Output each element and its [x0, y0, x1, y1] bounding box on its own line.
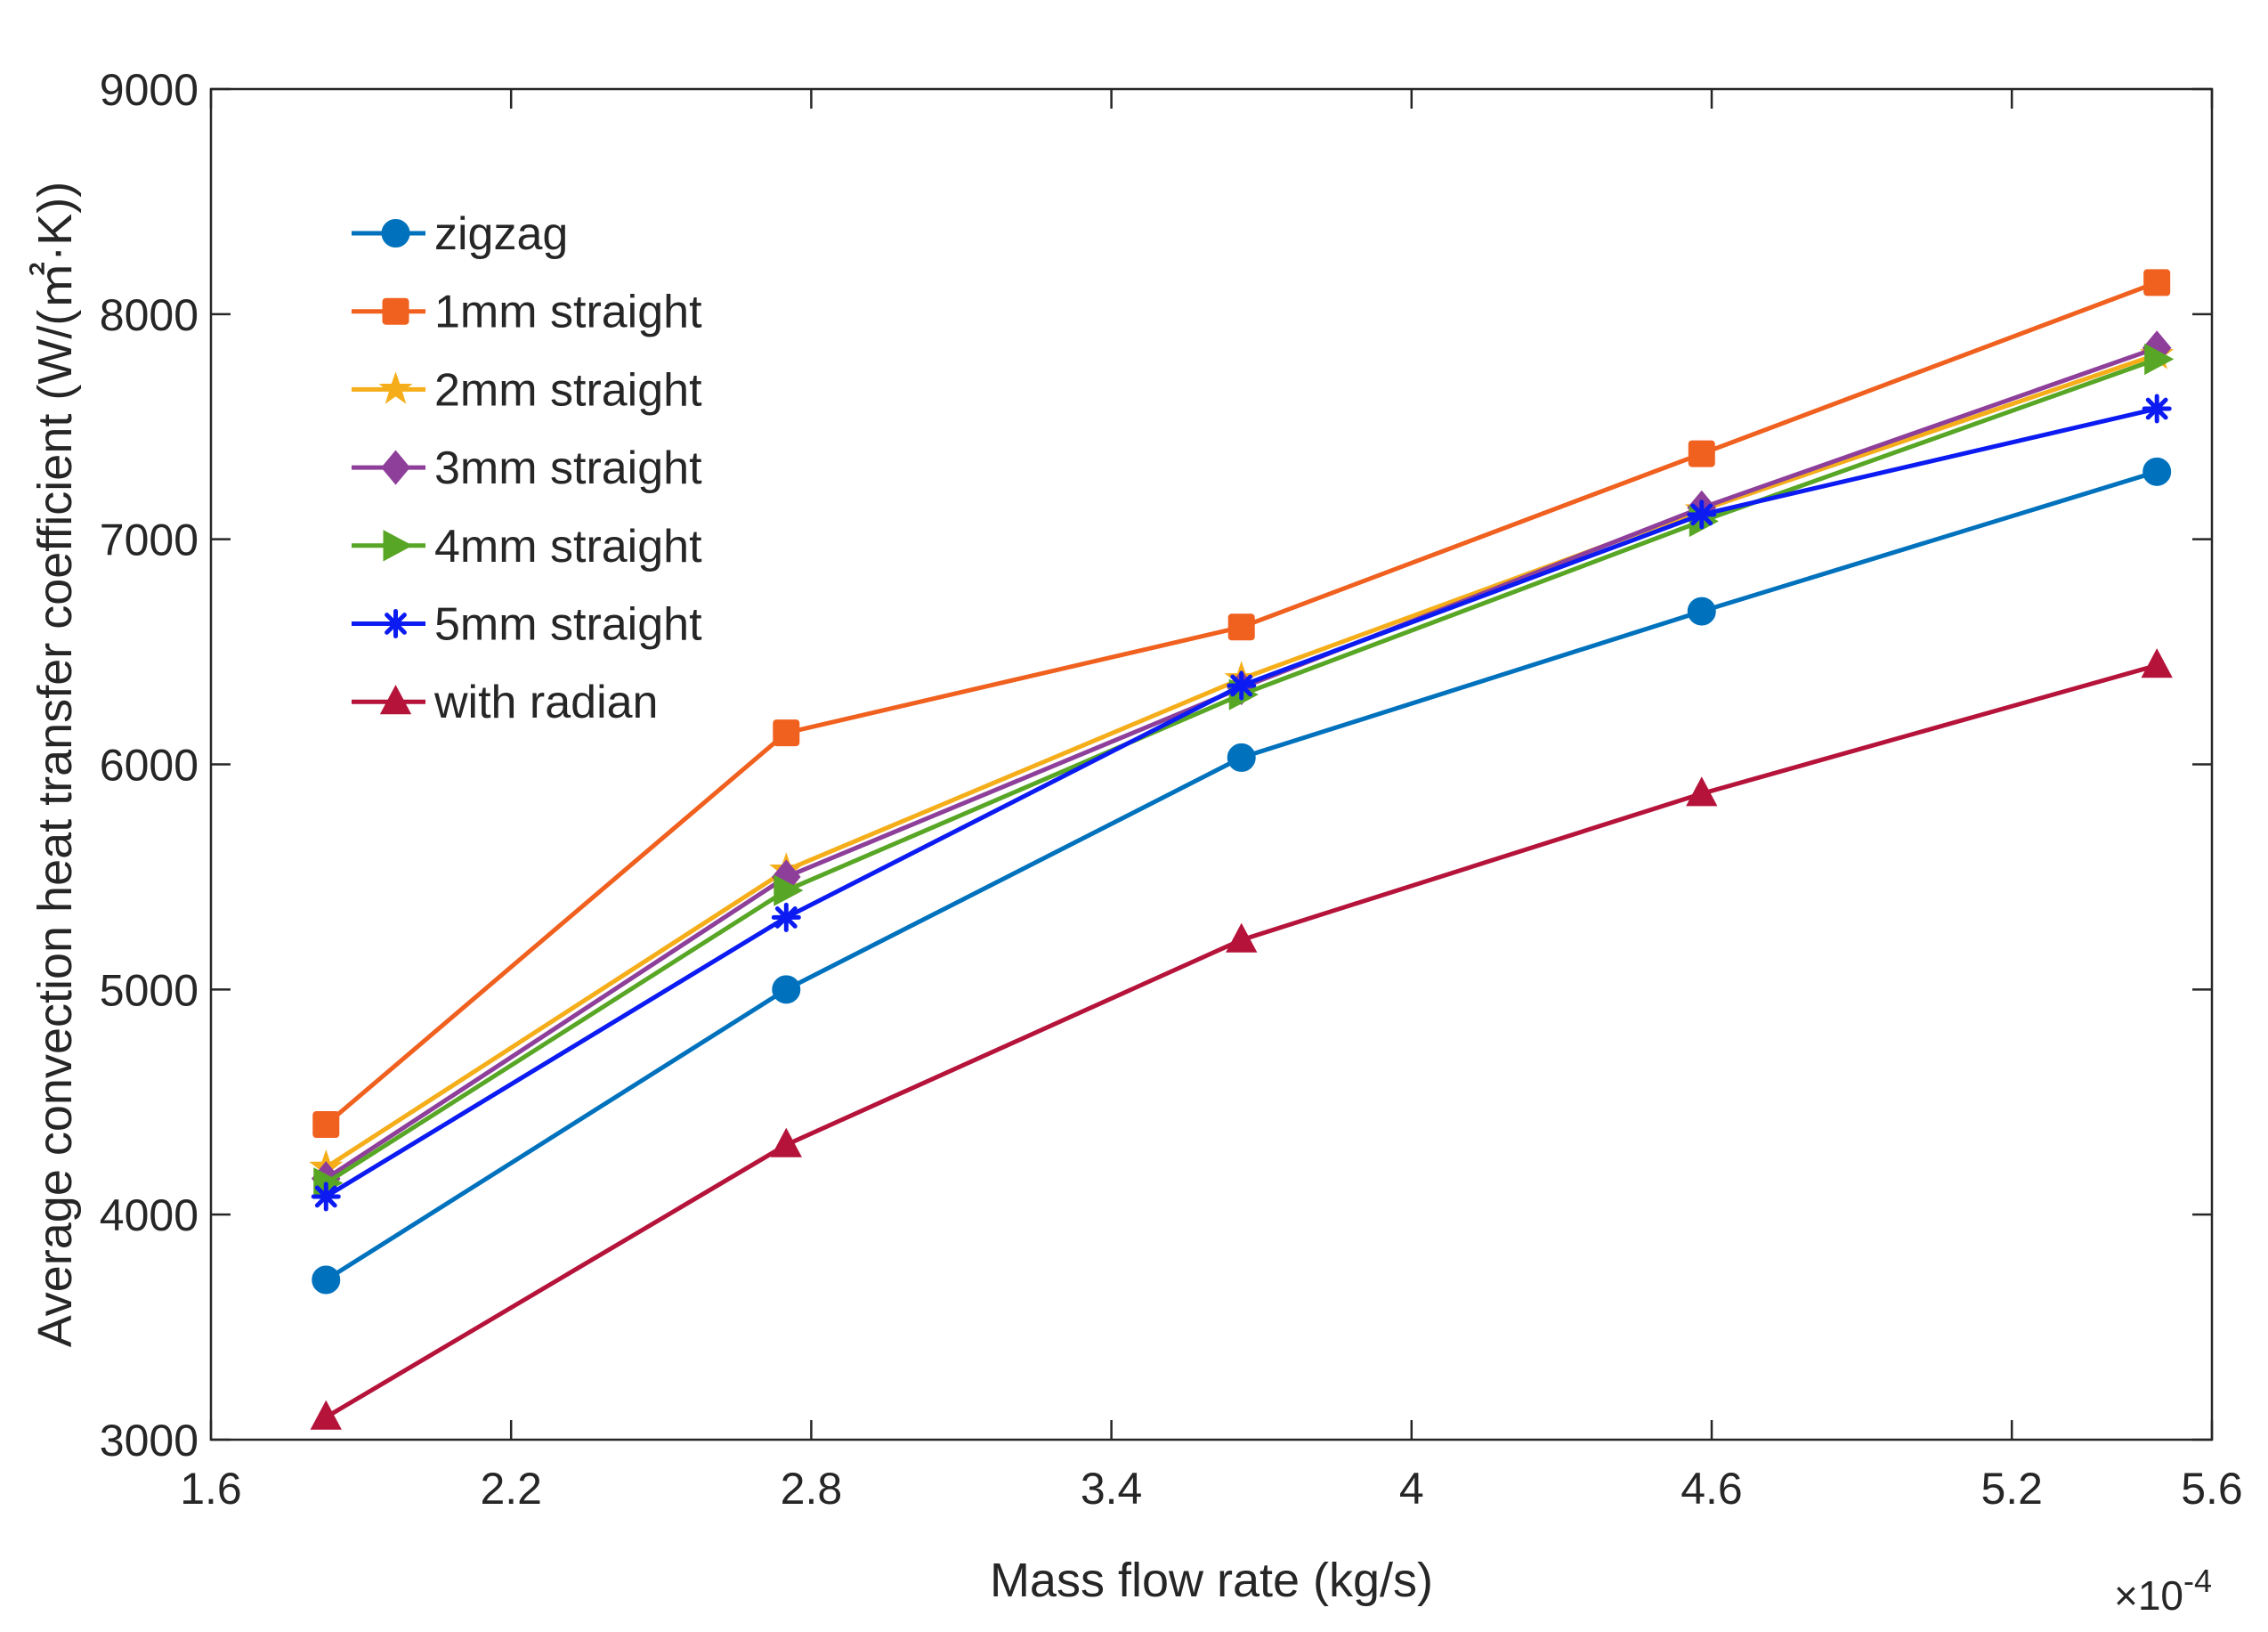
legend-marker: [381, 609, 410, 638]
legend-entry: zigzag: [352, 208, 568, 260]
x-tick-label: 2.8: [781, 1464, 843, 1514]
legend-label: 3mm straight: [434, 443, 702, 494]
y-tick-label: 5000: [100, 965, 198, 1015]
y-tick-label: 9000: [100, 65, 198, 115]
x-tick-label: 4.6: [1681, 1464, 1743, 1514]
legend-label: 5mm straight: [434, 599, 702, 651]
legend-marker-stroke: [385, 613, 407, 635]
axis-ticks: 1.6 2.2 2.8 3.4 4 4.6 5.2 5.6 3000 4000 5000 6000 70…: [100, 65, 2243, 1514]
legend-label: 2mm straight: [434, 364, 702, 416]
legend-label: 4mm straight: [434, 521, 702, 572]
data-point: [1688, 440, 1715, 467]
data-point-stroke: [2145, 397, 2168, 420]
y-tick-label: 7000: [100, 516, 198, 565]
data-point-stroke: [1230, 674, 1253, 697]
x-exponent-power: -4: [2183, 1563, 2212, 1599]
data-point: [311, 1181, 341, 1212]
legend-marker: [381, 450, 410, 485]
data-point: [2144, 343, 2175, 376]
x-tick-label: 4: [1399, 1464, 1424, 1514]
series-1mm-straight: [312, 269, 2171, 1139]
x-tick-label: 2.2: [480, 1464, 542, 1514]
data-point: [310, 1400, 342, 1430]
x-tick-label: 3.4: [1081, 1464, 1143, 1514]
legend-label: 1mm straight: [434, 287, 702, 338]
legend-label: with radian: [433, 677, 658, 728]
legend-marker: [383, 530, 413, 562]
data-point: [2141, 648, 2173, 678]
data-point: [1227, 613, 1255, 641]
x-tick-label: 5.2: [1980, 1464, 2043, 1514]
legend-entry: with radian: [352, 677, 658, 728]
data-point-stroke: [314, 1185, 337, 1208]
series-with-radian: [310, 648, 2173, 1430]
x-exponent-base: ×10: [2114, 1572, 2183, 1619]
legend-entry: 1mm straight: [352, 287, 702, 338]
data-point: [770, 1127, 802, 1157]
series-layer: [309, 269, 2175, 1430]
y-tick-label: 8000: [100, 290, 198, 340]
legend: zigzag 1mm straight 2mm straight 3mm straig…: [352, 208, 702, 728]
data-point: [1227, 670, 1257, 701]
y-tick-label: 6000: [100, 741, 198, 791]
x-axis-exponent: ×10-4: [2114, 1563, 2212, 1619]
data-point: [774, 874, 804, 906]
series-zigzag: [312, 457, 2172, 1295]
data-point: [1687, 499, 1717, 530]
data-point: [1226, 922, 1258, 953]
data-point: [2143, 269, 2171, 296]
legend-marker: [381, 219, 410, 248]
data-point: [771, 902, 801, 932]
legend-entry: 4mm straight: [352, 521, 702, 572]
data-point: [1687, 597, 1716, 626]
legend-marker: [382, 297, 409, 325]
data-point: [772, 975, 801, 1004]
data-point: [1227, 743, 1256, 772]
data-point: [773, 719, 800, 747]
y-tick-label: 3000: [100, 1416, 198, 1466]
data-point: [2142, 457, 2172, 486]
x-axis-label: Mass flow rate (kg/s): [990, 1554, 1433, 1607]
data-point: [312, 1265, 341, 1295]
legend-label: zigzag: [434, 208, 568, 260]
y-axis-label: Average convection heat transfer coeffic…: [28, 182, 82, 1348]
data-point-stroke: [774, 906, 798, 929]
data-point: [312, 1111, 340, 1139]
y-tick-label: 4000: [100, 1190, 198, 1240]
legend-entry: 2mm straight: [352, 364, 702, 416]
data-point: [1686, 776, 1718, 807]
series-5mm-straight: [311, 394, 2172, 1212]
data-point: [2142, 394, 2172, 424]
legend-entry: 3mm straight: [352, 443, 702, 494]
data-point-stroke: [1690, 503, 1713, 526]
x-tick-label: 1.6: [180, 1464, 242, 1514]
legend-marker: [378, 371, 413, 404]
x-tick-label: 5.6: [2181, 1464, 2243, 1514]
legend-entry: 5mm straight: [352, 599, 702, 651]
legend-marker: [379, 685, 412, 715]
